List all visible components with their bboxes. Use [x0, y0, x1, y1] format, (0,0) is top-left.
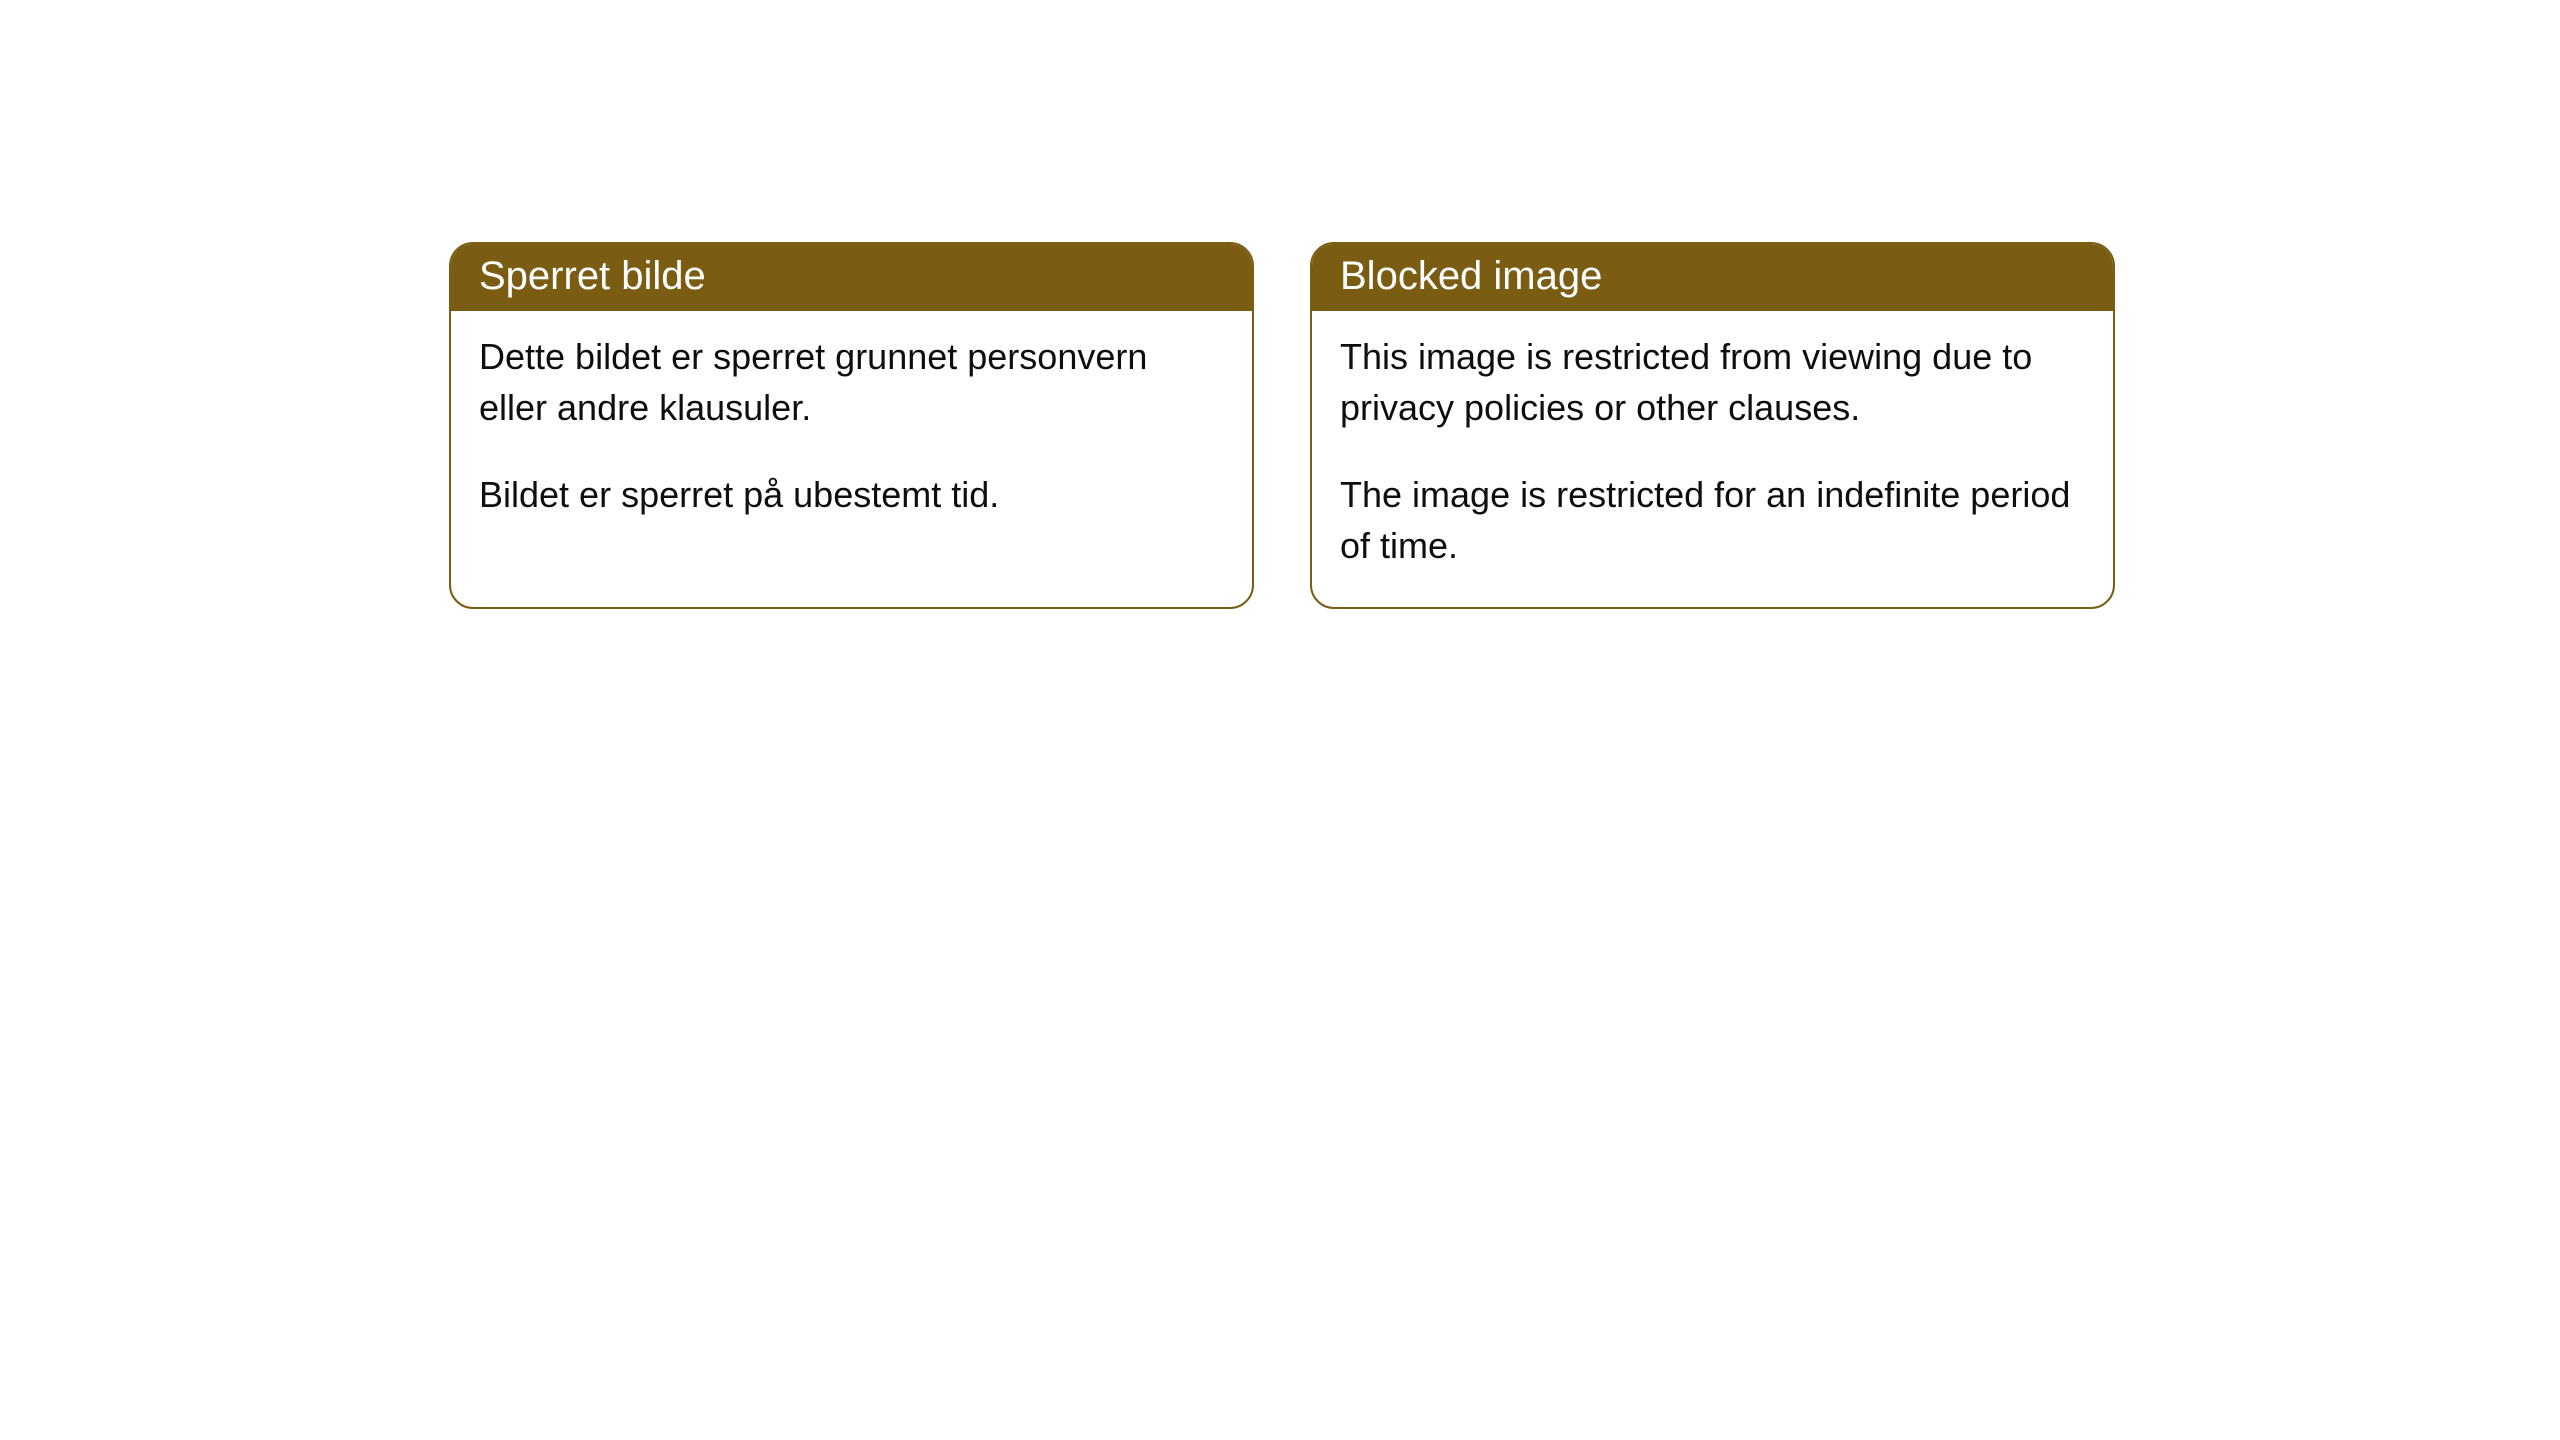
card-paragraph-english-1: This image is restricted from viewing du… [1340, 331, 2085, 433]
card-title-english: Blocked image [1312, 244, 2113, 311]
card-body-norwegian: Dette bildet er sperret grunnet personve… [451, 311, 1252, 556]
cards-container: Sperret bilde Dette bildet er sperret gr… [449, 242, 2115, 609]
card-paragraph-english-2: The image is restricted for an indefinit… [1340, 469, 2085, 571]
card-title-norwegian: Sperret bilde [451, 244, 1252, 311]
card-english: Blocked image This image is restricted f… [1310, 242, 2115, 609]
card-body-english: This image is restricted from viewing du… [1312, 311, 2113, 607]
card-paragraph-norwegian-1: Dette bildet er sperret grunnet personve… [479, 331, 1224, 433]
card-paragraph-norwegian-2: Bildet er sperret på ubestemt tid. [479, 469, 1224, 520]
card-norwegian: Sperret bilde Dette bildet er sperret gr… [449, 242, 1254, 609]
